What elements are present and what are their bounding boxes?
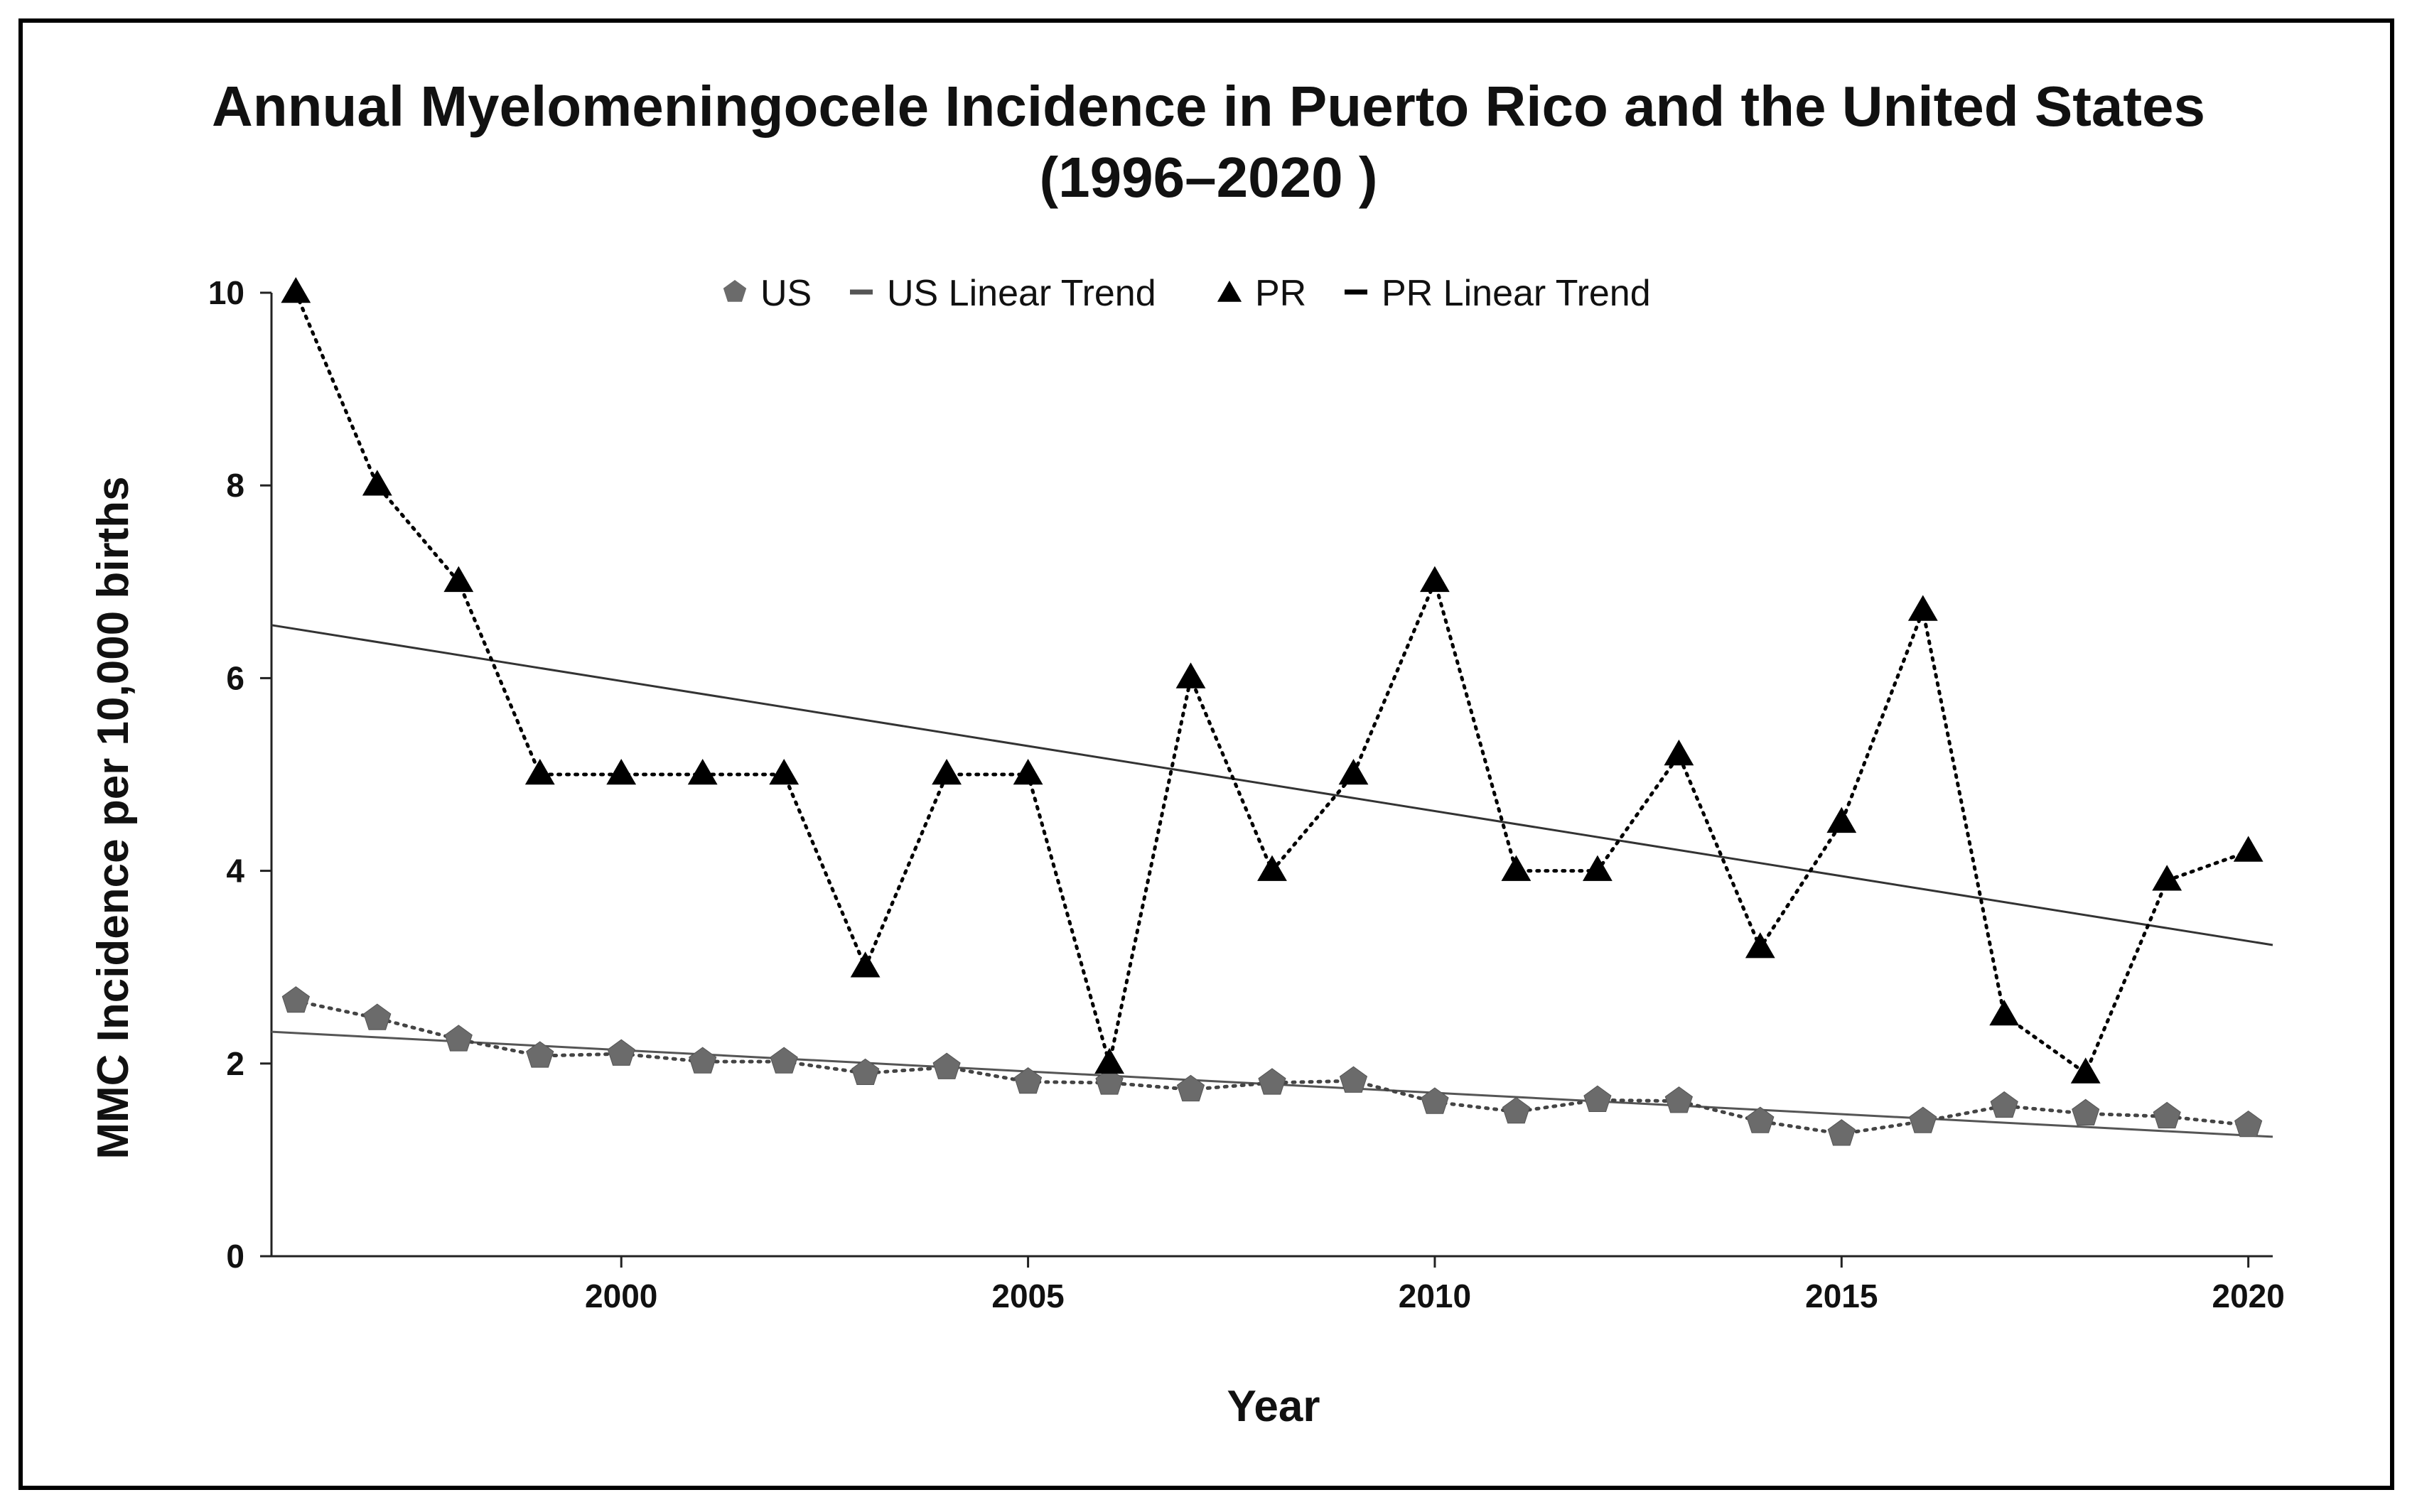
series-line-pr <box>294 291 2251 1076</box>
y-tick-label: 10 <box>208 274 244 311</box>
legend-label: US Linear Trend <box>887 273 1156 314</box>
data-point-pr <box>1420 566 1450 593</box>
data-point-us <box>1990 1091 2018 1118</box>
legend-item-pr: PR <box>1217 273 1306 314</box>
data-point-us <box>770 1047 798 1074</box>
legend-item-us-linear-trend: US Linear Trend <box>850 273 1156 314</box>
data-point-us <box>2072 1098 2100 1125</box>
data-point-us <box>526 1041 554 1068</box>
data-point-pr <box>1013 759 1043 785</box>
data-point-pr <box>1175 662 1206 688</box>
data-point-pr <box>1583 855 1613 881</box>
data-point-us <box>689 1047 717 1074</box>
data-point-us <box>1827 1119 1856 1146</box>
x-tick-label: 2020 <box>2212 1278 2284 1314</box>
x-tick-label: 2010 <box>1399 1278 1471 1314</box>
data-point-pr <box>443 566 474 593</box>
data-point-pr <box>687 759 718 785</box>
data-point-pr <box>2233 836 2263 862</box>
chart-frame <box>18 18 2394 1490</box>
data-point-us <box>1421 1087 1449 1114</box>
data-point-us <box>281 986 310 1013</box>
series-pr <box>281 277 2263 1084</box>
data-point-pr <box>1664 739 1694 766</box>
axes: 0 2 4 6 8 10 2000 2005 2010 2015 2020 <box>208 274 2285 1314</box>
data-point-pr <box>524 759 555 785</box>
data-point-us <box>932 1052 961 1079</box>
series-us <box>281 986 2263 1146</box>
data-point-us <box>1502 1096 1530 1124</box>
chart-subtitle: (1996–2020 ) <box>1039 146 1378 209</box>
data-point-us <box>1746 1106 1775 1133</box>
data-point-pr <box>362 470 392 496</box>
data-point-pr <box>1989 1000 2020 1026</box>
legend-label: US <box>760 273 812 314</box>
data-point-us <box>2153 1101 2181 1129</box>
y-tick-label: 8 <box>226 467 244 504</box>
data-point-us <box>2234 1110 2263 1138</box>
trend-line-pr-linear-trend <box>271 624 2273 946</box>
x-tick-label: 2015 <box>1805 1278 1878 1314</box>
data-point-us <box>363 1003 392 1030</box>
data-point-us <box>1176 1074 1205 1102</box>
x-tick-label: 2000 <box>585 1278 657 1314</box>
data-point-pr <box>1745 932 1775 958</box>
legend-swatch <box>1217 281 1242 302</box>
data-point-us <box>1339 1066 1368 1093</box>
data-point-pr <box>1094 1047 1124 1074</box>
data-point-pr <box>281 277 311 303</box>
data-point-us <box>607 1039 635 1066</box>
data-point-pr <box>606 759 637 785</box>
data-point-us <box>1258 1068 1286 1095</box>
data-point-us <box>1583 1085 1612 1112</box>
x-axis-label: Year <box>1227 1382 1320 1431</box>
data-point-us <box>1664 1086 1693 1113</box>
data-point-pr <box>769 759 800 785</box>
y-tick-label: 6 <box>226 659 244 696</box>
data-series <box>281 277 2263 1146</box>
y-axis-label: MMC Incidence per 10,000 births <box>89 476 138 1159</box>
y-tick-label: 4 <box>226 853 244 890</box>
data-point-us <box>1909 1106 1937 1133</box>
legend: US US Linear Trend PR PR Linear Trend <box>723 273 1651 314</box>
data-point-pr <box>1907 595 1938 621</box>
chart-title-block: Annual Myelomeningocele Incidence in Pue… <box>0 71 2417 213</box>
data-point-us <box>1095 1068 1124 1095</box>
data-point-us <box>1014 1066 1043 1094</box>
data-point-us <box>444 1025 473 1052</box>
series-line-us <box>294 999 2251 1136</box>
legend-label: PR <box>1255 273 1306 314</box>
data-point-pr <box>1257 855 1287 881</box>
data-point-pr <box>2070 1057 2101 1084</box>
data-point-pr <box>1501 855 1532 881</box>
data-point-pr <box>1826 806 1857 833</box>
data-point-pr <box>1338 759 1369 785</box>
data-point-us <box>851 1058 880 1085</box>
y-tick-label: 2 <box>226 1045 244 1082</box>
data-point-pr <box>850 951 881 978</box>
x-tick-label: 2005 <box>991 1278 1064 1314</box>
data-point-pr <box>2152 865 2182 891</box>
legend-swatch <box>723 280 747 302</box>
data-point-pr <box>932 759 962 785</box>
y-tick-label: 0 <box>226 1238 244 1275</box>
legend-item-us: US <box>723 273 812 314</box>
chart-title: Annual Myelomeningocele Incidence in Pue… <box>212 75 2205 138</box>
legend-label: PR Linear Trend <box>1382 273 1651 314</box>
legend-item-pr-linear-trend: PR Linear Trend <box>1345 273 1651 314</box>
